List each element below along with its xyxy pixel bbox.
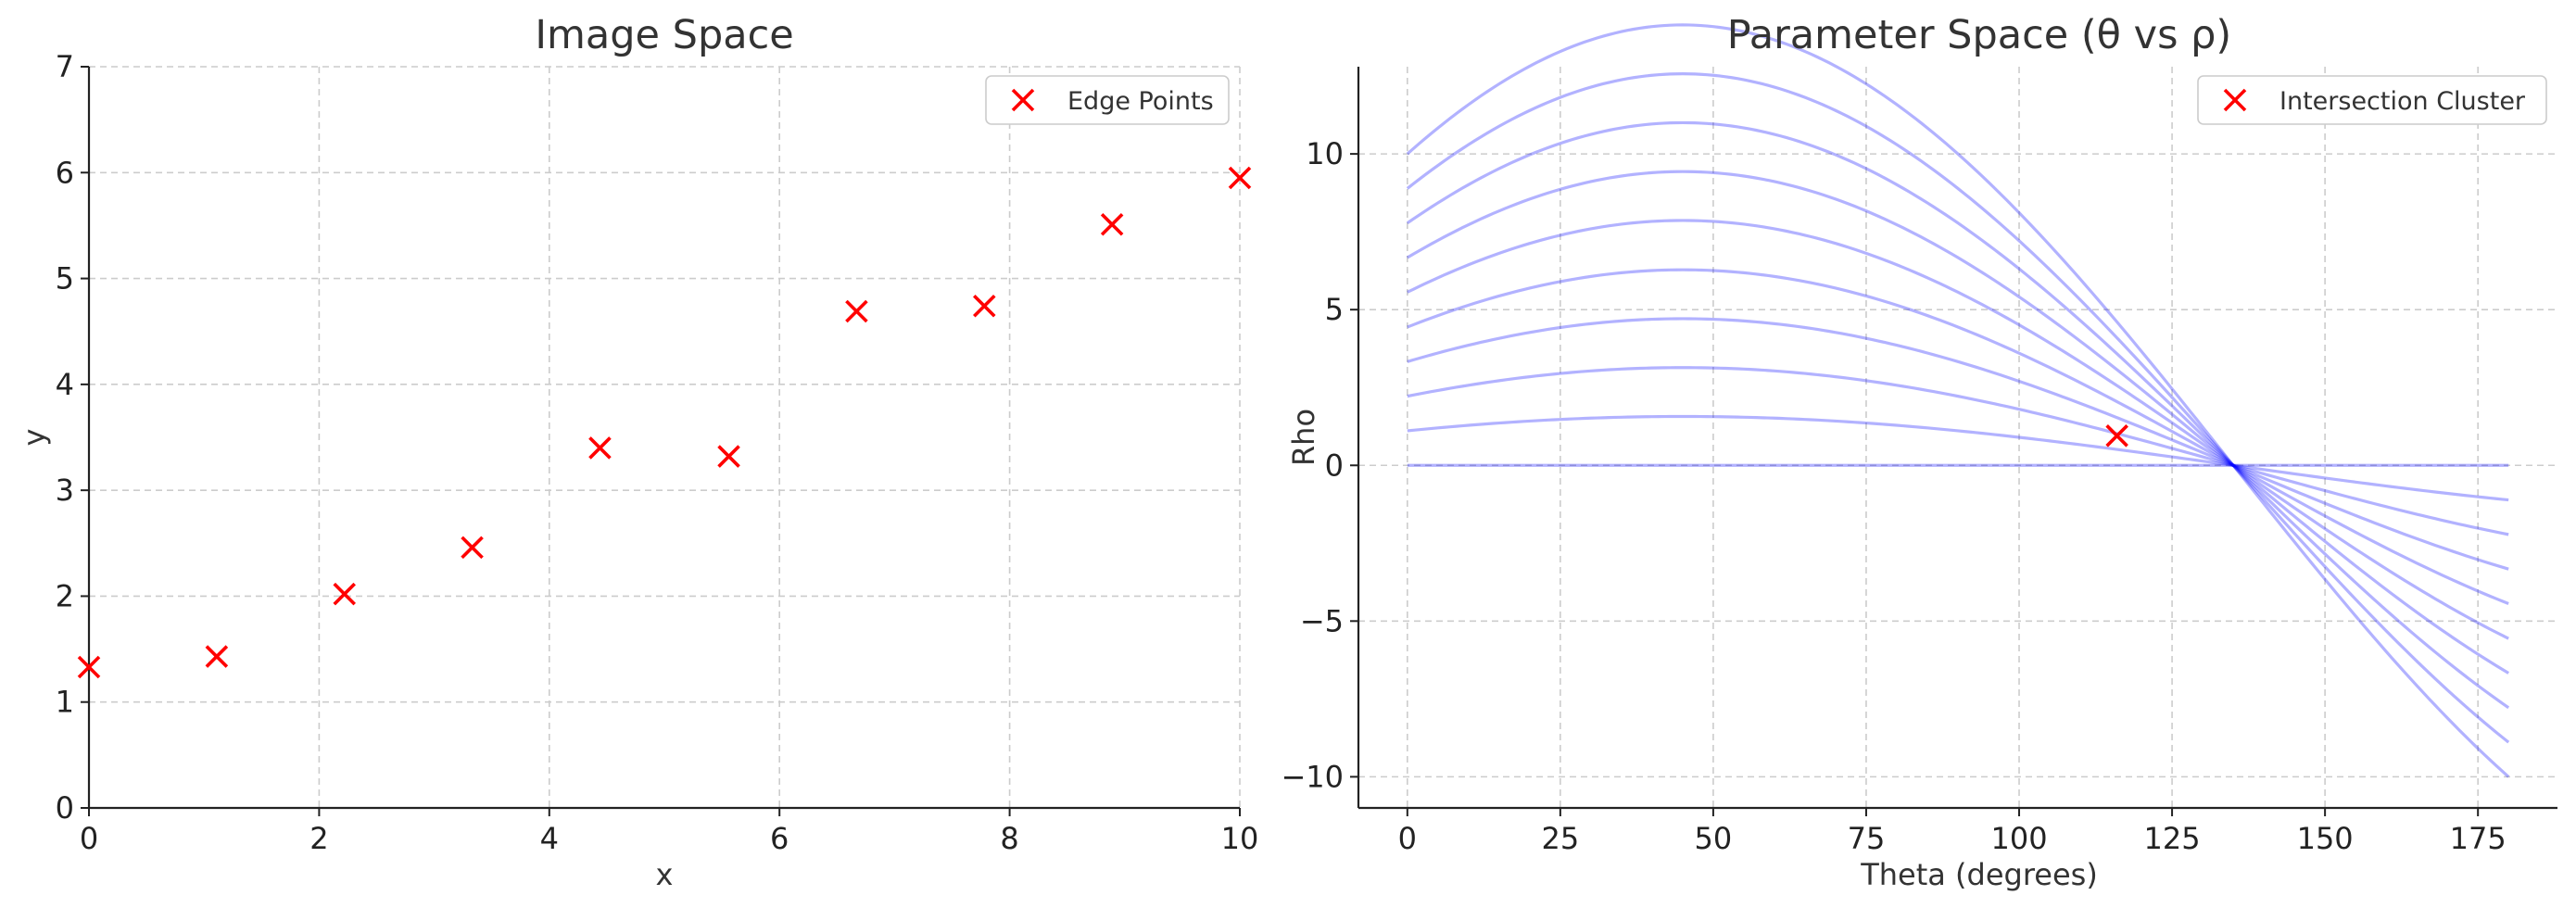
edge-point	[845, 299, 868, 323]
edge-point	[77, 655, 101, 679]
parameter-space-curves	[1406, 23, 2510, 778]
hough-curve	[1407, 268, 2509, 605]
y-tick-label: 6	[56, 155, 74, 190]
y-tick-label: −5	[1300, 603, 1344, 638]
edge-point	[973, 295, 996, 318]
parameter-space-cluster	[2105, 424, 2128, 448]
image-space-legend-label: Edge Points	[1067, 87, 1214, 116]
y-tick-label: 4	[56, 367, 74, 402]
x-tick-label: 125	[2144, 821, 2201, 856]
x-tick-label: 4	[540, 821, 559, 856]
hough-curve	[1406, 120, 2510, 710]
x-tick-label: 150	[2297, 821, 2354, 856]
image-space-legend: Edge Points	[985, 75, 1230, 125]
y-tick-label: 7	[56, 49, 74, 84]
parameter-space-chart: 0 25 50 75 100 125 150 175 −10 −5 0 5 10 Parameter S…	[1281, 12, 2557, 892]
image-space-xlabel: x	[656, 857, 674, 892]
y-tick-label: 1	[56, 685, 74, 720]
x-tick-label: 75	[1848, 821, 1886, 856]
legend-x-marker-icon	[1011, 88, 1035, 112]
hough-curve	[1406, 72, 2510, 744]
hough-curve	[1407, 366, 2509, 536]
x-tick-label: 50	[1695, 821, 1733, 856]
parameter-space-axes	[1357, 67, 2557, 810]
edge-point	[461, 536, 484, 560]
y-tick-label: 0	[1325, 448, 1344, 483]
edge-point-legend-marker	[1011, 88, 1035, 112]
x-tick-label: 0	[1398, 821, 1417, 856]
y-tick-label: 0	[56, 790, 74, 826]
image-space-title: Image Space	[535, 12, 793, 58]
edge-point	[1100, 213, 1124, 236]
parameter-space-ticks: 0 25 50 75 100 125 150 175 −10 −5 0 5 10	[1281, 136, 2506, 856]
x-tick-label: 8	[1000, 821, 1018, 856]
edge-point	[333, 582, 356, 606]
edge-point	[205, 645, 229, 668]
legend-x-marker-icon	[2223, 88, 2247, 112]
image-space-axes	[87, 67, 1240, 810]
intersection-cluster-legend-marker	[2223, 88, 2247, 112]
y-tick-label: 5	[56, 261, 74, 296]
parameter-space-legend: Intersection Cluster	[2197, 75, 2547, 125]
x-tick-label: 25	[1542, 821, 1580, 856]
x-tick-label: 175	[2450, 821, 2507, 856]
image-space-ticks: 0 2 4 6 8 10 0 1 2 3 4 5 6 7	[56, 49, 1259, 856]
edge-point	[717, 445, 740, 468]
y-tick-label: 5	[1325, 292, 1344, 327]
x-tick-label: 0	[80, 821, 98, 856]
parameter-space-legend-label: Intersection Cluster	[2279, 87, 2526, 116]
parameter-space-title: Parameter Space (θ vs ρ)	[1727, 12, 2231, 58]
y-tick-label: 2	[56, 578, 74, 613]
image-space-ylabel: y	[17, 429, 52, 447]
x-tick-label: 6	[770, 821, 789, 856]
hough-curve	[1407, 414, 2509, 502]
edge-point	[588, 436, 612, 460]
edge-point	[1228, 166, 1252, 190]
image-space-legend-box	[985, 75, 1230, 125]
hough-curve	[1407, 317, 2509, 571]
hough-curve	[1407, 170, 2510, 675]
intersection-cluster-point	[2105, 424, 2128, 448]
y-tick-label: 10	[1306, 136, 1344, 171]
x-tick-label: 10	[1221, 821, 1259, 856]
y-tick-label: 3	[56, 473, 74, 508]
x-tick-label: 2	[309, 821, 328, 856]
image-space-chart: 0 2 4 6 8 10 0 1 2 3 4 5 6 7 Image Space x y Edge Poi…	[17, 12, 1258, 892]
image-space-grid	[88, 66, 1241, 809]
hough-curve	[1406, 23, 2510, 778]
parameter-space-legend-box	[2197, 75, 2547, 125]
y-tick-label: −10	[1281, 759, 1344, 794]
image-space-points	[77, 166, 1252, 679]
parameter-space-xlabel: Theta (degrees)	[1860, 857, 2098, 892]
hough-curve	[1407, 219, 2509, 640]
x-tick-label: 100	[1990, 821, 2047, 856]
parameter-space-ylabel: Rho	[1286, 409, 1321, 466]
parameter-space-grid	[1358, 67, 2557, 808]
